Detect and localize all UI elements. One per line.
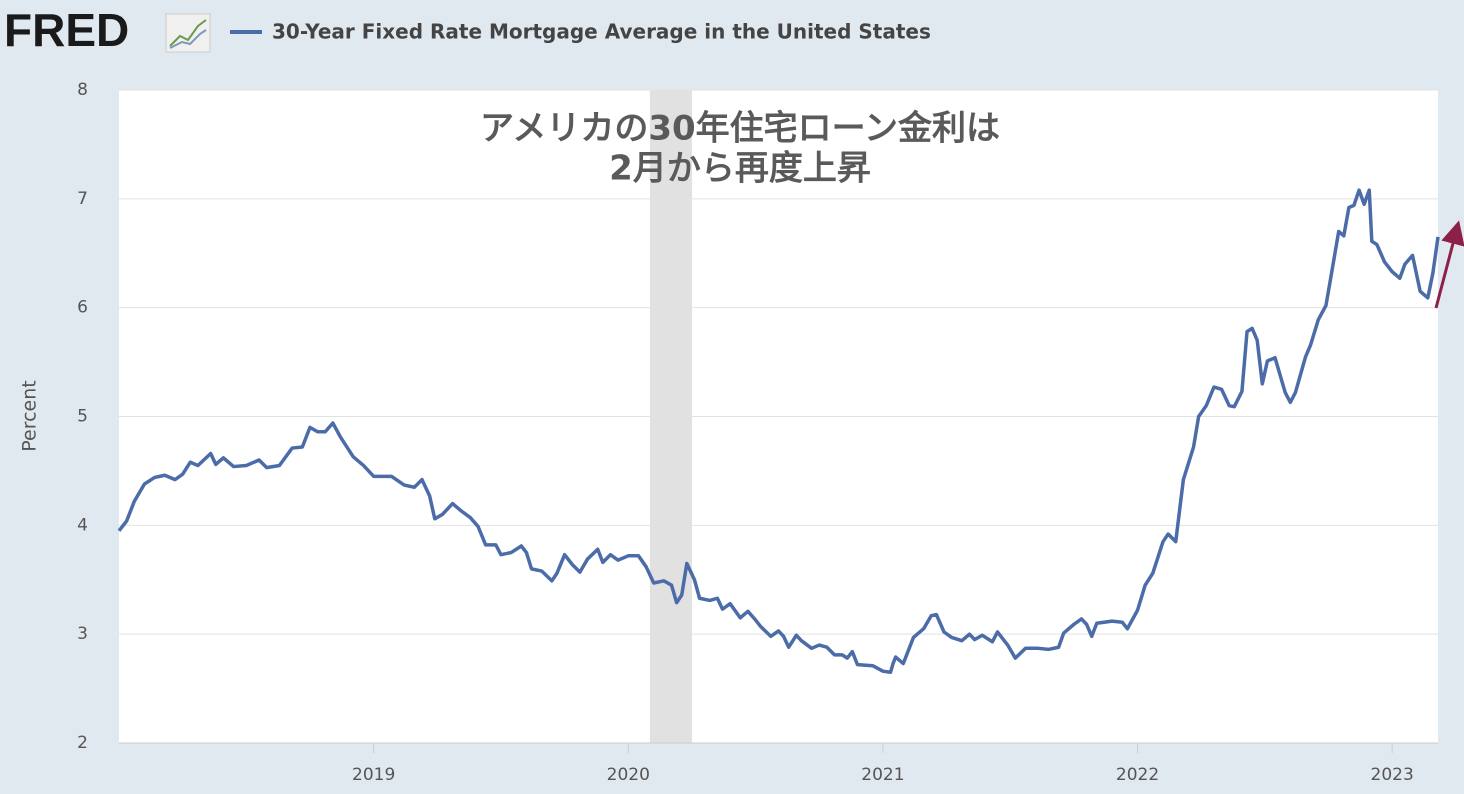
x-tick-label: 2022 <box>1116 765 1159 785</box>
legend-label: 30-Year Fixed Rate Mortgage Average in t… <box>272 20 931 44</box>
y-tick-label: 5 <box>77 407 88 427</box>
y-tick-label: 6 <box>77 298 88 318</box>
arrow <box>1434 220 1464 309</box>
series-line <box>117 188 1440 675</box>
y-tick-label: 3 <box>77 624 88 644</box>
logo: FRED <box>4 4 129 56</box>
annotation: 2月から再度上昇 <box>609 149 871 189</box>
y-tick-label: 2 <box>77 733 88 753</box>
annotation: アメリカの30年住宅ローン金利は <box>480 109 1000 149</box>
x-tick-label: 2023 <box>1371 765 1414 785</box>
x-tick-label: 2019 <box>352 765 395 785</box>
x-tick-label: 2020 <box>607 765 650 785</box>
y-tick-label: 7 <box>77 189 88 209</box>
y-tick-label: 4 <box>77 515 88 535</box>
y-tick-label: 8 <box>77 80 88 100</box>
logo-icon <box>165 13 211 53</box>
y-axis-label: Percent <box>19 380 41 452</box>
x-tick-label: 2021 <box>861 765 904 785</box>
